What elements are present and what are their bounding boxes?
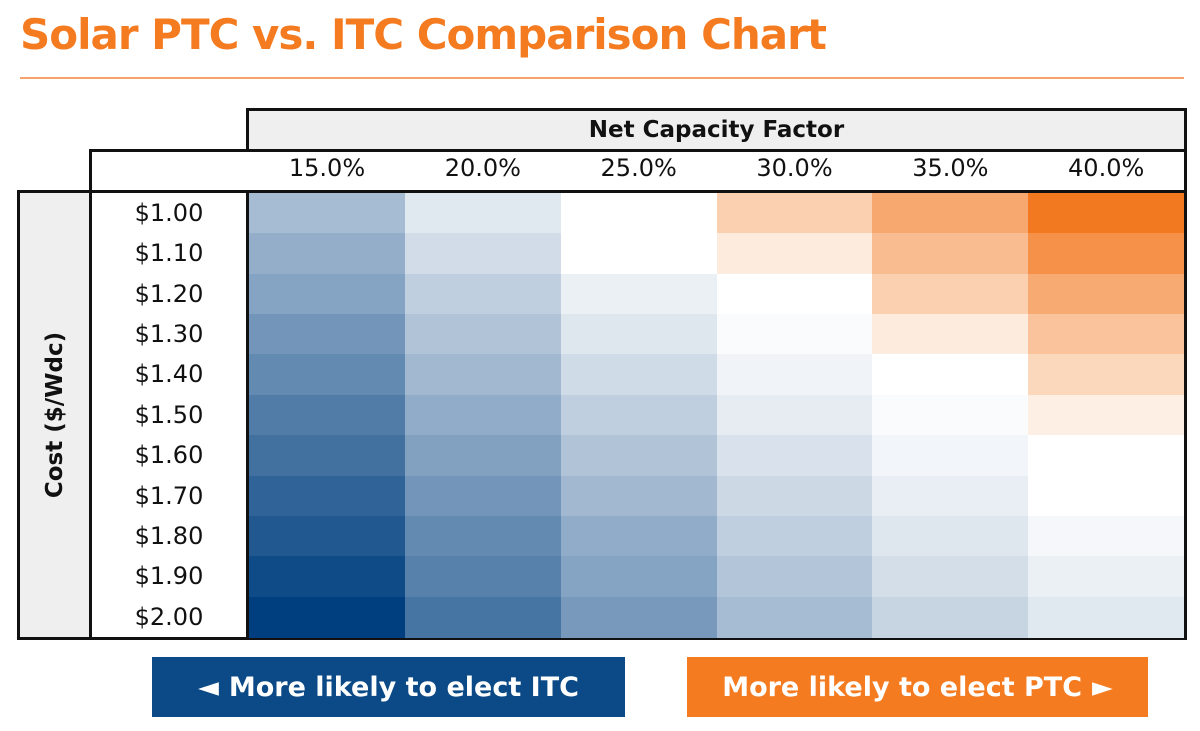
heatmap-cell (1028, 273, 1185, 315)
heatmap-cell (872, 596, 1029, 638)
heatmap-cell (560, 435, 717, 477)
x-axis-header: Net Capacity Factor (246, 108, 1187, 152)
heatmap-cell (872, 233, 1029, 275)
heatmap-cell (872, 193, 1029, 234)
heatmap-cell (716, 354, 873, 396)
row-tick-label: $1.50 (134, 400, 204, 429)
heatmap-cell (716, 233, 873, 275)
heatmap-cell (560, 233, 717, 275)
left-arrow-icon: ◄ (198, 671, 219, 703)
heatmap-cell (249, 515, 405, 557)
heatmap-cell (560, 515, 717, 557)
heatmap-cell (716, 394, 873, 436)
heatmap-cell (872, 556, 1029, 598)
row-label-column (89, 190, 249, 640)
heatmap-cell (716, 556, 873, 598)
column-tick-label: 25.0% (600, 154, 677, 182)
heatmap-cell (249, 394, 405, 436)
heatmap-cell (404, 233, 561, 275)
row-tick-label: $1.00 (134, 199, 204, 227)
row-tick-label: $1.20 (134, 279, 204, 308)
heatmap-cell (404, 556, 561, 598)
x-axis-label: Net Capacity Factor (588, 117, 845, 143)
column-tick-label: 40.0% (1068, 154, 1145, 182)
row-tick-label: $1.30 (134, 320, 204, 349)
heatmap-cell (716, 193, 873, 234)
heatmap-cell (560, 556, 717, 598)
heatmap-cell (560, 193, 717, 234)
legend-ptc: More likely to elect PTC ► (687, 657, 1148, 717)
heatmap-cell (404, 435, 561, 477)
heatmap-cell (1028, 596, 1185, 638)
heatmap-cell (716, 596, 873, 638)
heatmap-cell (249, 314, 405, 356)
heatmap-cell (1028, 435, 1185, 477)
heatmap-cell (560, 314, 717, 356)
heatmap-cell (872, 354, 1029, 396)
column-tick-label: 35.0% (912, 154, 989, 182)
heatmap-cell (560, 394, 717, 436)
heatmap-cell (872, 394, 1029, 436)
heatmap-cell (404, 515, 561, 557)
heatmap-cell (404, 273, 561, 315)
heatmap-cell (249, 233, 405, 275)
right-arrow-icon: ► (1092, 671, 1113, 703)
row-tick-label: $1.10 (134, 239, 204, 268)
column-tick-label: 30.0% (756, 154, 833, 182)
legend-ptc-label: More likely to elect PTC (722, 671, 1083, 703)
heatmap-cell (1028, 314, 1185, 356)
row-tick-label: $1.70 (134, 481, 204, 510)
heatmap-cell (716, 515, 873, 557)
row-tick-label: $1.80 (134, 521, 204, 550)
heatmap-cell (872, 515, 1029, 557)
heatmap-cell (249, 193, 405, 234)
heatmap-cell (1028, 394, 1185, 436)
heatmap-cell (404, 475, 561, 517)
heatmap-cell (872, 314, 1029, 356)
heatmap-cell (872, 435, 1029, 477)
heatmap-cell (404, 596, 561, 638)
heatmap-cell (1028, 556, 1185, 598)
heatmap-cell (716, 314, 873, 356)
heatmap-cell (404, 394, 561, 436)
heatmap-cell (249, 596, 405, 638)
heatmap-cells (249, 193, 1185, 638)
heatmap-cell (716, 435, 873, 477)
column-tick-label: 15.0% (288, 154, 366, 182)
heatmap-cell (249, 354, 405, 396)
heatmap-cell (560, 354, 717, 396)
heatmap-cell (872, 273, 1029, 315)
heatmap-cell (560, 596, 717, 638)
heatmap-cell (1028, 193, 1185, 234)
legend-itc-label: More likely to elect ITC (228, 671, 579, 703)
heatmap-cell (872, 475, 1029, 517)
row-tick-label: $1.60 (134, 441, 204, 470)
heatmap-cell (404, 193, 561, 234)
heatmap-cell (560, 273, 717, 315)
row-tick-label: $1.40 (134, 360, 204, 389)
heatmap-cell (716, 475, 873, 517)
heatmap-cell (1028, 233, 1185, 275)
y-axis-header: Cost ($/Wdc) (17, 190, 93, 640)
heatmap-cell (560, 475, 717, 517)
heatmap-cell (404, 314, 561, 356)
heatmap-cell (1028, 475, 1185, 517)
heatmap-cell (1028, 354, 1185, 396)
heatmap-cell (249, 435, 405, 477)
row-tick-label: $1.90 (134, 562, 204, 591)
heatmap-cell (716, 273, 873, 315)
chart-title: Solar PTC vs. ITC Comparison Chart (20, 10, 827, 59)
heatmap-cell (249, 475, 405, 517)
y-axis-label: Cost ($/Wdc) (42, 331, 68, 499)
heatmap-cell (249, 556, 405, 598)
heatmap-cell (1028, 515, 1185, 557)
row-tick-label: $2.00 (134, 602, 204, 631)
legend-itc: ◄ More likely to elect ITC (152, 657, 625, 717)
column-tick-label: 20.0% (444, 154, 521, 182)
title-divider (20, 77, 1184, 79)
heatmap-cell (404, 354, 561, 396)
heatmap-cell (249, 273, 405, 315)
